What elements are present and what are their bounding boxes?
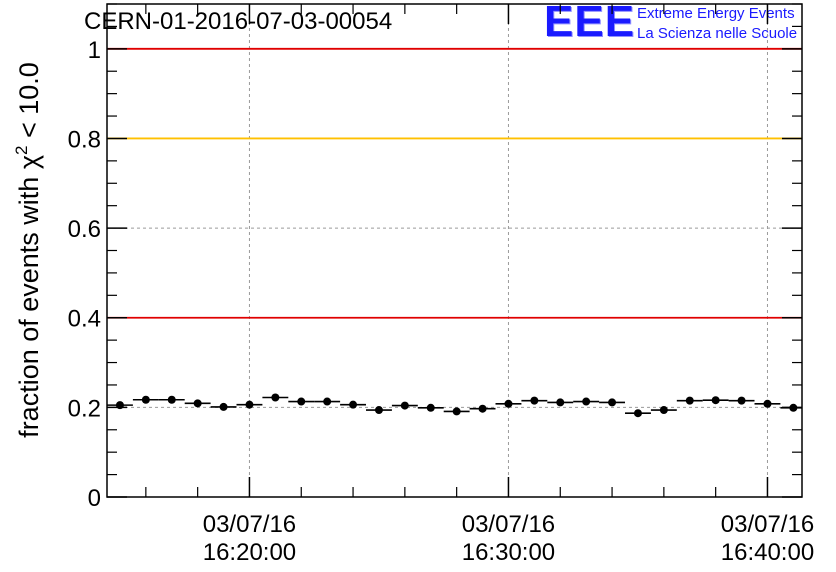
- data-point: [297, 397, 306, 406]
- data-point: [763, 399, 772, 408]
- data-point: [167, 395, 176, 404]
- reference-lines: [107, 47, 802, 319]
- x-tick-date-label: 03/07/16: [721, 511, 814, 538]
- data-point: [659, 406, 668, 415]
- data-point: [711, 396, 720, 405]
- data-point: [452, 407, 461, 416]
- logo-mark: EEE: [544, 0, 636, 46]
- y-tick-label: 0.2: [68, 395, 101, 422]
- data-point: [349, 400, 358, 409]
- y-tick-label: 1: [88, 37, 101, 64]
- svg-text:fraction of events with χ2 < 1: fraction of events with χ2 < 10.0: [12, 62, 44, 438]
- y-tick-label: 0.4: [68, 306, 101, 333]
- y-axis-label: fraction of events with χ2 < 10.0: [12, 62, 44, 438]
- y-tick-label: 0.8: [68, 126, 101, 153]
- data-point: [530, 396, 539, 405]
- data-point: [426, 403, 435, 412]
- axis-ticks: 00.20.40.60.8103/07/1616:20:0003/07/1616…: [68, 3, 814, 566]
- y-axis-label-prefix: fraction of events with: [14, 169, 44, 438]
- y-axis-label-exponent: 2: [12, 146, 31, 155]
- x-tick-time-label: 16:20:00: [203, 539, 296, 566]
- logo-subtitle-line2: La Scienza nelle Scuole: [637, 25, 798, 42]
- plot-frame: [106, 3, 803, 498]
- data-point: [737, 396, 746, 405]
- data-point: [633, 409, 642, 418]
- y-axis-label-suffix: < 10.0: [14, 62, 44, 145]
- data-point: [400, 401, 409, 410]
- x-tick-time-label: 16:40:00: [721, 539, 814, 566]
- y-tick-label: 0.6: [68, 216, 101, 243]
- x-tick-date-label: 03/07/16: [462, 511, 555, 538]
- y-axis-label-chi: χ: [14, 155, 44, 169]
- chart-title: CERN-01-2016-07-03-00054: [84, 8, 393, 35]
- data-point: [219, 402, 228, 411]
- data-series: [107, 393, 802, 418]
- grid-lines: [107, 4, 802, 497]
- data-point: [608, 398, 617, 407]
- data-point: [193, 399, 202, 408]
- data-point: [685, 396, 694, 405]
- data-point: [582, 397, 591, 406]
- data-point: [245, 400, 254, 409]
- y-tick-label: 0: [88, 485, 101, 512]
- x-tick-date-label: 03/07/16: [203, 511, 296, 538]
- x-tick-time-label: 16:30:00: [462, 539, 555, 566]
- data-point: [556, 398, 565, 407]
- data-point: [141, 395, 150, 404]
- data-point: [323, 397, 332, 406]
- data-point: [374, 406, 383, 415]
- data-point: [478, 404, 487, 413]
- data-point: [504, 399, 513, 408]
- data-point: [271, 393, 280, 402]
